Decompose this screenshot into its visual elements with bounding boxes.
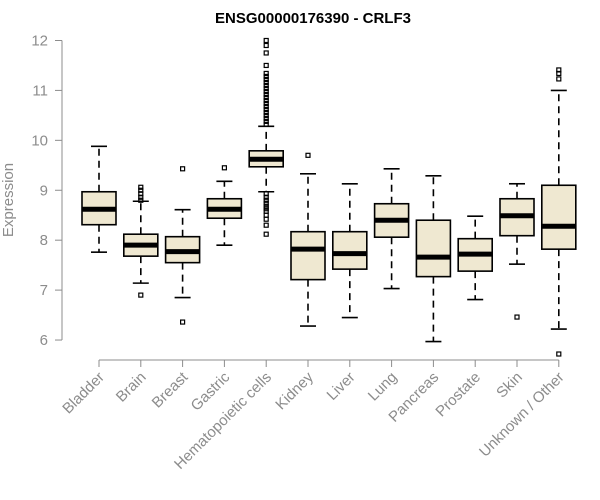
box-group: [164, 166, 201, 325]
box-group: [206, 165, 243, 246]
outlier-point: [263, 197, 269, 203]
x-tick-label: Prostate: [432, 369, 484, 421]
outlier-point: [263, 222, 269, 228]
x-tick-label: Liver: [324, 369, 359, 404]
y-tick-label: 9: [40, 182, 48, 199]
outlier-point: [263, 106, 269, 112]
outlier-point: [263, 191, 269, 197]
outlier-point: [263, 50, 269, 56]
x-tick-label: Skin: [493, 369, 526, 402]
outlier-point: [263, 37, 269, 44]
outlier-point: [263, 100, 269, 106]
y-tick-label: 10: [31, 132, 48, 149]
box-group: [499, 182, 535, 320]
outlier-point: [263, 94, 269, 101]
outlier-point: [263, 85, 269, 92]
x-tick-label: Breast: [149, 368, 192, 411]
outlier-point: [263, 112, 269, 118]
outlier-point: [263, 109, 269, 115]
box-series: [81, 37, 577, 357]
outlier-point: [263, 62, 269, 69]
y-tick-label: 6: [40, 332, 48, 349]
outlier-point: [263, 82, 269, 89]
outlier-point: [263, 97, 269, 103]
box-group: [373, 167, 410, 290]
outlier-point: [138, 292, 144, 298]
outlier-point: [263, 73, 269, 80]
x-tick-label: Lung: [365, 369, 401, 405]
outlier-point: [263, 76, 269, 83]
box-group: [81, 145, 117, 253]
outlier-point: [138, 187, 144, 193]
y-tick-label: 12: [31, 32, 48, 49]
outlier-point: [263, 118, 269, 124]
y-axis-label: Expression: [0, 163, 17, 237]
x-tick-label: Brain: [113, 369, 150, 406]
box-group: [331, 182, 368, 319]
outlier-point: [263, 200, 269, 206]
outlier-point: [263, 203, 269, 209]
outlier-point: [556, 76, 562, 82]
outlier-point: [263, 115, 269, 121]
iqr-box: [540, 184, 577, 250]
box-group: [248, 37, 284, 237]
outlier-point: [556, 351, 562, 357]
box-group: [290, 152, 326, 327]
y-tick-label: 11: [32, 82, 48, 99]
outlier-point: [138, 197, 144, 203]
y-tick-label: 8: [40, 232, 48, 249]
outlier-point: [263, 91, 269, 98]
iqr-box: [290, 230, 326, 281]
outlier-point: [556, 67, 562, 73]
outlier-point: [263, 103, 269, 109]
box-group: [540, 67, 577, 357]
outlier-point: [263, 42, 269, 49]
iqr-box: [415, 219, 452, 278]
iqr-box: [331, 230, 368, 270]
box-group: [123, 184, 159, 298]
y-axis: 6 7 8 9 10 11 12: [31, 32, 63, 349]
chart-title: ENSG00000176390 - CRLF3: [215, 10, 411, 27]
outlier-point: [263, 231, 269, 237]
y-tick-label: 7: [40, 282, 48, 299]
outlier-point: [138, 184, 144, 190]
outlier-point: [263, 70, 269, 77]
x-tick-label: Kidney: [272, 368, 317, 413]
box-group: [415, 174, 452, 343]
outlier-point: [180, 319, 186, 325]
outlier-point: [180, 166, 186, 172]
x-tick-label: Bladder: [59, 369, 108, 418]
outlier-point: [305, 152, 311, 158]
outlier-point: [263, 121, 269, 127]
outlier-point: [263, 79, 269, 86]
outlier-point: [514, 314, 520, 320]
outlier-point: [263, 88, 269, 95]
outlier-point: [221, 165, 227, 171]
box-group: [457, 215, 494, 301]
